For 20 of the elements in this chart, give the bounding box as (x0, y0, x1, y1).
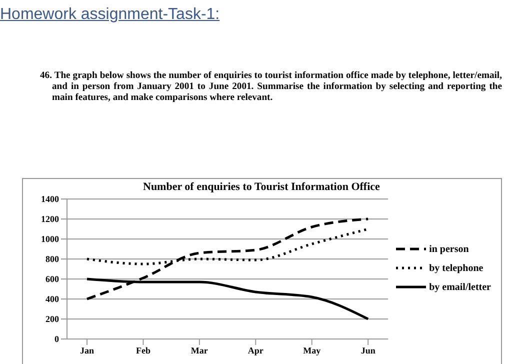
y-tick-label: 1000 (41, 234, 60, 244)
x-tick-label: May (303, 345, 322, 356)
y-tick-label: 400 (46, 294, 60, 304)
y-tick-label: 0 (54, 334, 60, 344)
x-tick-label: Apr (248, 345, 264, 356)
text: 46. The graph below shows the number of enquiries to tourist information office made by telephone, letter/email, and in person from January 2001 to June 2001. Summarise the information by selecting and reporting the main features, and make comparisons where relevant. (40, 70, 502, 103)
y-tick-label: 1400 (41, 194, 60, 204)
text: Homework assignment-Task-1: (0, 6, 220, 24)
y-tick-label: 800 (46, 254, 60, 264)
chart-title: Number of enquiries to Tourist Information Office (143, 181, 380, 193)
x-tick-label: Jan (80, 345, 94, 356)
legend-label: in person (429, 244, 469, 254)
x-tick-label: Feb (136, 345, 150, 356)
legend-label: by email/letter (429, 282, 491, 292)
y-tick-label: 200 (46, 314, 60, 324)
legend-label: by telephone (429, 262, 484, 274)
x-tick-label: Mar (190, 345, 208, 356)
y-tick-label: 600 (46, 274, 60, 284)
x-tick-label: Jun (360, 345, 376, 356)
y-tick-label: 1200 (41, 214, 60, 224)
